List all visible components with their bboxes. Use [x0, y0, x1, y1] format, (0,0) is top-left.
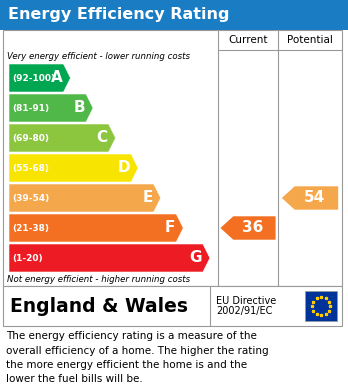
Text: E: E	[142, 190, 153, 206]
Text: 36: 36	[242, 221, 263, 235]
Text: Very energy efficient - lower running costs: Very energy efficient - lower running co…	[7, 52, 190, 61]
Bar	[3, 286, 342, 326]
Text: (1-20): (1-20)	[12, 253, 42, 262]
Polygon shape	[9, 244, 210, 272]
Bar	[3, 30, 342, 286]
Text: C: C	[96, 131, 108, 145]
Polygon shape	[9, 154, 138, 182]
Text: 2002/91/EC: 2002/91/EC	[216, 306, 272, 316]
Text: (21-38): (21-38)	[12, 224, 49, 233]
Text: Potential: Potential	[287, 35, 333, 45]
Text: Energy Efficiency Rating: Energy Efficiency Rating	[8, 7, 229, 23]
Bar	[305, 291, 337, 321]
Text: England & Wales: England & Wales	[10, 296, 188, 316]
Polygon shape	[9, 184, 161, 212]
Text: Not energy efficient - higher running costs: Not energy efficient - higher running co…	[7, 275, 190, 284]
Text: Current: Current	[228, 35, 268, 45]
Polygon shape	[9, 64, 71, 92]
Polygon shape	[9, 94, 93, 122]
Text: The energy efficiency rating is a measure of the: The energy efficiency rating is a measur…	[6, 331, 257, 341]
Text: A: A	[51, 70, 63, 86]
Polygon shape	[9, 124, 116, 152]
Text: EU Directive: EU Directive	[216, 296, 276, 306]
Text: (69-80): (69-80)	[12, 133, 49, 142]
Text: G: G	[189, 251, 202, 265]
Text: the more energy efficient the home is and the: the more energy efficient the home is an…	[6, 360, 247, 370]
Polygon shape	[282, 186, 338, 210]
Text: (55-68): (55-68)	[12, 163, 49, 172]
Text: 54: 54	[304, 190, 325, 206]
Text: (81-91): (81-91)	[12, 104, 49, 113]
Text: overall efficiency of a home. The higher the rating: overall efficiency of a home. The higher…	[6, 346, 269, 355]
Text: (39-54): (39-54)	[12, 194, 49, 203]
Text: F: F	[165, 221, 175, 235]
Polygon shape	[9, 214, 183, 242]
Text: lower the fuel bills will be.: lower the fuel bills will be.	[6, 375, 143, 384]
Polygon shape	[220, 216, 276, 240]
Text: B: B	[73, 100, 85, 115]
Bar	[0, 0, 348, 30]
Text: (92-100): (92-100)	[12, 74, 55, 83]
Text: D: D	[118, 160, 130, 176]
